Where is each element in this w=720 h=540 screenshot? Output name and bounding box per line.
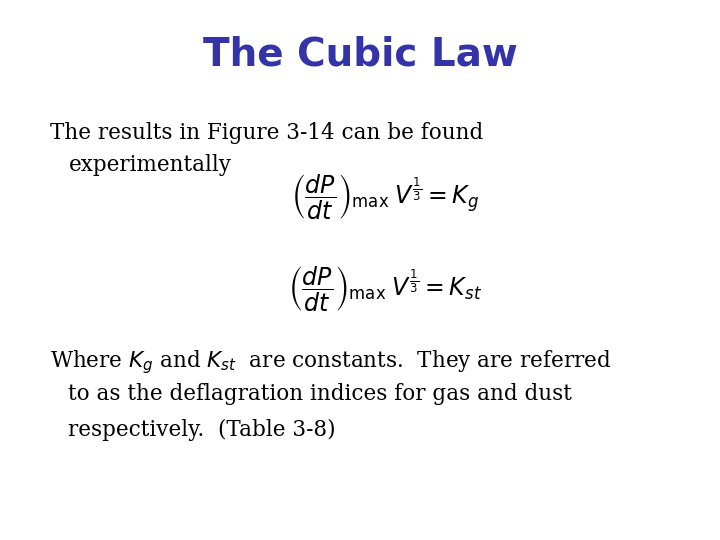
Text: respectively.  (Table 3-8): respectively. (Table 3-8) xyxy=(68,418,336,441)
Text: experimentally: experimentally xyxy=(68,154,231,176)
Text: $\left(\dfrac{dP}{dt}\right)_{\mathrm{max}} \; V^{\frac{1}{3}} = K_g$: $\left(\dfrac{dP}{dt}\right)_{\mathrm{ma… xyxy=(291,172,480,222)
Text: Where $K_g$ and $K_{st}$  are constants.  They are referred: Where $K_g$ and $K_{st}$ are constants. … xyxy=(50,348,612,376)
Text: $\left(\dfrac{dP}{dt}\right)_{\mathrm{max}} \; V^{\frac{1}{3}} = K_{st}$: $\left(\dfrac{dP}{dt}\right)_{\mathrm{ma… xyxy=(288,264,482,314)
Text: The results in Figure 3-14 can be found: The results in Figure 3-14 can be found xyxy=(50,122,484,144)
Text: to as the deflagration indices for gas and dust: to as the deflagration indices for gas a… xyxy=(68,383,572,406)
Text: The Cubic Law: The Cubic Law xyxy=(202,35,518,73)
